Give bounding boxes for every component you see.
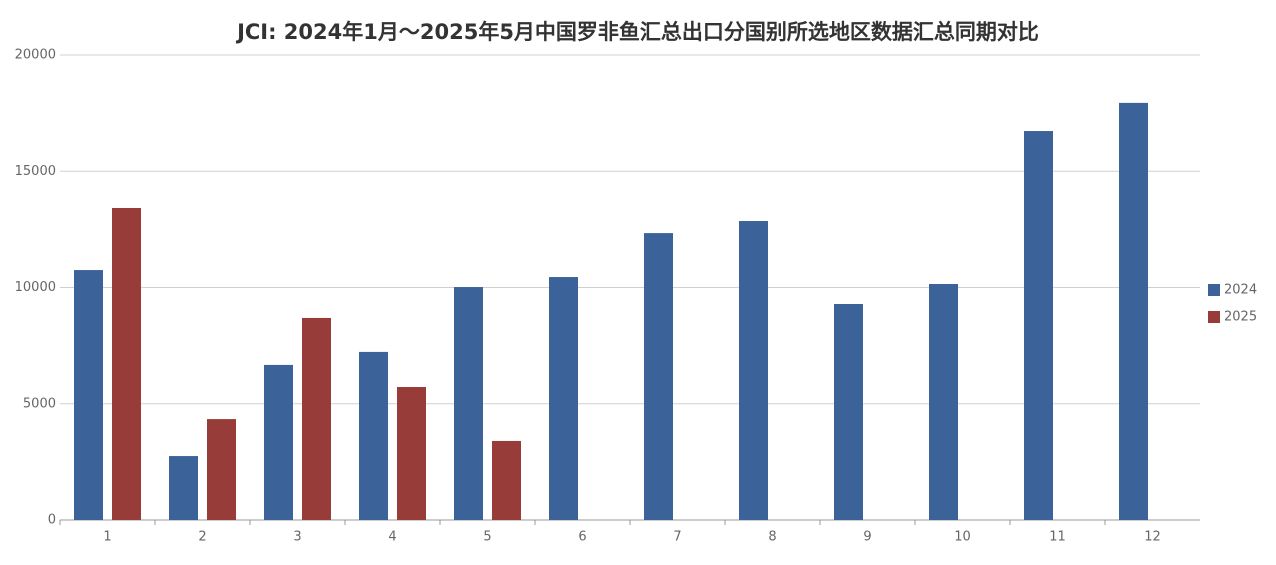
bar [739, 221, 768, 520]
x-tick-label: 6 [578, 530, 586, 545]
bar [549, 277, 578, 520]
legend-swatch [1208, 311, 1220, 323]
x-tick-label: 11 [1049, 530, 1066, 545]
bar [207, 419, 236, 520]
bar [359, 351, 388, 520]
bar [169, 456, 198, 520]
legend-label: 2025 [1224, 310, 1257, 325]
bar [834, 304, 863, 520]
bar [644, 233, 673, 520]
bar [74, 270, 103, 520]
y-tick-label: 20000 [15, 48, 56, 63]
legend-label: 2024 [1224, 283, 1257, 298]
bar [264, 364, 293, 520]
x-tick-label: 12 [1144, 530, 1161, 545]
x-tick-label: 8 [768, 530, 776, 545]
bar [397, 387, 426, 520]
x-tick-label: 9 [863, 530, 871, 545]
bar [1024, 131, 1053, 520]
y-tick-label: 15000 [15, 164, 56, 179]
bar [302, 317, 331, 520]
x-tick-label: 5 [483, 530, 491, 545]
legend-swatch [1208, 284, 1220, 296]
x-tick-label: 1 [103, 530, 111, 545]
x-tick-label: 10 [954, 530, 971, 545]
bar [929, 284, 958, 520]
x-tick-label: 2 [198, 530, 206, 545]
chart-title: JCI: 2024年1月～2025年5月中国罗非鱼汇总出口分国别所选地区数据汇总… [235, 20, 1039, 44]
x-tick-label: 3 [293, 530, 301, 545]
y-tick-label: 0 [48, 513, 56, 528]
x-tick-label: 7 [673, 530, 681, 545]
bar [1119, 102, 1148, 521]
bar [492, 440, 521, 520]
bar [112, 207, 141, 521]
y-tick-label: 10000 [15, 280, 56, 295]
x-tick-label: 4 [388, 530, 396, 545]
y-tick-label: 5000 [23, 396, 56, 411]
bar [454, 287, 483, 520]
